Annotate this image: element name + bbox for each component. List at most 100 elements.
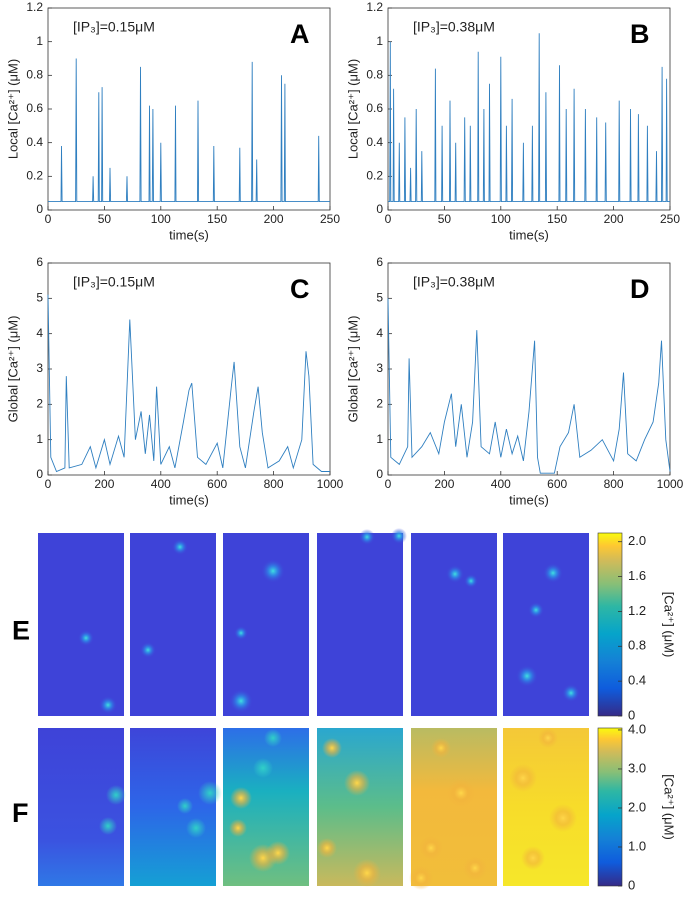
hotspot — [353, 859, 381, 887]
hotspot — [521, 846, 545, 870]
colorbar-tick-label: 1.0 — [628, 838, 646, 853]
hotspot — [99, 696, 117, 714]
colorbar-tick-label: 0 — [628, 877, 635, 892]
x-axis-label: time(s) — [509, 492, 549, 507]
colorbar-tick-label: 1.6 — [628, 568, 646, 583]
y-tick-label: 0.2 — [366, 169, 383, 183]
x-tick-label: 150 — [207, 212, 227, 226]
axes-box — [47, 262, 331, 476]
y-tick-label: 3 — [376, 361, 383, 375]
y-tick-label: 1 — [376, 432, 383, 446]
y-tick-label: 0.2 — [26, 169, 43, 183]
axes-box — [387, 262, 671, 476]
axes-box — [387, 7, 671, 211]
panel-letter: E — [12, 616, 30, 646]
hotspot — [229, 689, 253, 713]
panel-letter: F — [12, 798, 29, 828]
colorbar — [597, 727, 623, 887]
x-tick-label: 600 — [207, 477, 227, 491]
hotspot — [391, 528, 407, 544]
hotspot — [234, 626, 248, 640]
panel-letter: D — [630, 274, 650, 304]
colorbar-tick-label: 4.0 — [628, 721, 646, 736]
x-tick-label: 200 — [604, 212, 624, 226]
hotspot — [409, 866, 433, 890]
hotspot — [177, 798, 193, 814]
y-tick-label: 0 — [376, 467, 383, 481]
x-tick-label: 1000 — [317, 477, 344, 491]
hotspot — [230, 787, 252, 809]
colorbar-label: [Ca²⁺] (μM) — [662, 592, 677, 658]
x-tick-label: 100 — [491, 212, 511, 226]
panel-letter: B — [630, 19, 650, 49]
x-tick-label: 0 — [45, 477, 52, 491]
y-tick-label: 5 — [376, 291, 383, 305]
colorbar-tick-label: 3.0 — [628, 760, 646, 775]
y-tick-label: 0 — [36, 202, 43, 216]
x-axis-label: time(s) — [509, 227, 549, 242]
x-tick-label: 100 — [151, 212, 171, 226]
x-tick-label: 800 — [604, 477, 624, 491]
heatmap-panel — [130, 533, 216, 716]
x-tick-label: 0 — [385, 212, 392, 226]
annotation: [IP₃]=0.38μM — [413, 274, 495, 290]
hotspot — [186, 818, 206, 838]
hotspot — [261, 559, 285, 583]
x-tick-label: 1000 — [657, 477, 684, 491]
annotation: [IP₃]=0.38μM — [413, 19, 495, 35]
y-tick-label: 2 — [36, 397, 43, 411]
x-axis-label: time(s) — [169, 492, 209, 507]
y-tick-label: 1 — [376, 34, 383, 48]
trace — [48, 58, 330, 203]
hotspot — [549, 804, 577, 832]
y-tick-label: 6 — [376, 255, 383, 269]
colorbar-tick-label: 2.0 — [628, 799, 646, 814]
hotspot — [359, 529, 375, 545]
y-axis-label: Global [Ca²⁺] (μM) — [5, 316, 20, 423]
y-tick-label: 0.6 — [26, 101, 43, 115]
colorbar-label: [Ca²⁺] (μM) — [662, 774, 677, 840]
x-tick-label: 250 — [320, 212, 340, 226]
hotspot — [264, 729, 282, 747]
y-tick-label: 0.4 — [366, 135, 383, 149]
hotspot — [446, 565, 464, 583]
x-tick-label: 50 — [98, 212, 112, 226]
annotation: [IP₃]=0.15μM — [73, 274, 155, 290]
hotspot — [431, 738, 451, 758]
x-tick-label: 50 — [438, 212, 452, 226]
y-tick-label: 3 — [36, 361, 43, 375]
y-tick-label: 2 — [376, 397, 383, 411]
heatmap-panel — [130, 728, 216, 886]
hotspot — [543, 563, 563, 583]
y-tick-label: 5 — [36, 291, 43, 305]
hotspot — [198, 781, 222, 805]
hotspot — [172, 539, 188, 555]
trace — [388, 33, 670, 203]
hotspot — [463, 856, 487, 880]
heatmap-panel — [503, 728, 589, 886]
heatmap-panel — [223, 533, 309, 716]
x-tick-label: 200 — [264, 212, 284, 226]
colorbar-tick-label: 0 — [628, 707, 635, 722]
y-tick-label: 1.2 — [26, 0, 43, 14]
colorbar-tick-label: 2.0 — [628, 533, 646, 548]
y-tick-label: 4 — [36, 326, 43, 340]
colorbar — [597, 532, 623, 717]
y-tick-label: 0 — [36, 467, 43, 481]
hotspot — [447, 779, 475, 807]
x-tick-label: 150 — [547, 212, 567, 226]
hotspot — [106, 785, 126, 805]
hotspot — [99, 817, 117, 835]
heatmap-panel — [38, 728, 124, 886]
heatmap-panel — [317, 533, 403, 716]
colorbar-tick-label: 1.2 — [628, 603, 646, 618]
x-tick-label: 200 — [94, 477, 114, 491]
x-tick-label: 400 — [151, 477, 171, 491]
heatmap-panel — [38, 533, 124, 716]
x-axis-label: time(s) — [169, 227, 209, 242]
colorbar-tick-label: 0.8 — [628, 638, 646, 653]
x-tick-label: 250 — [660, 212, 680, 226]
y-tick-label: 1 — [36, 432, 43, 446]
hotspot — [78, 630, 94, 646]
hotspot — [344, 770, 370, 796]
